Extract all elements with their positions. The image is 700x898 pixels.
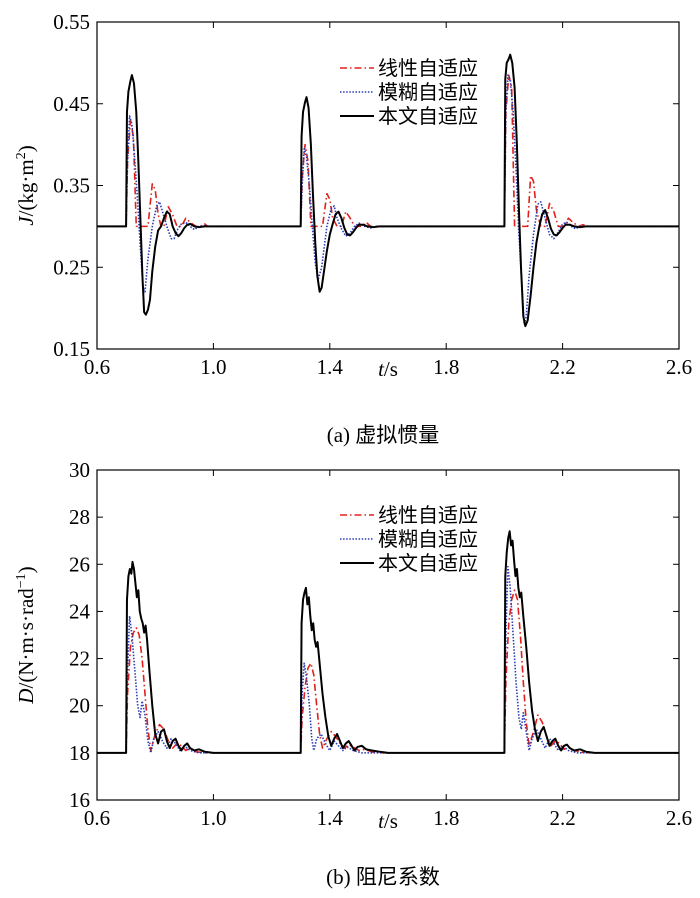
y-tick-label: 18 (69, 741, 90, 765)
y-axis-unit-close: ) (14, 145, 38, 152)
x-tick-label: 1.8 (433, 806, 459, 830)
x-tick-label: 2.2 (549, 355, 575, 379)
y-tick-label: 0.15 (53, 337, 90, 361)
y-axis-unit: /(kg·m (14, 159, 38, 216)
y-tick-label: 16 (69, 788, 90, 812)
chart-panel-b: 0.6 1.0 1.4 1.8 2.2 2.6 16 18 20 22 24 26 28 30 t/s D/(… (14, 458, 692, 889)
series-line-proposed (97, 53, 679, 328)
series-group (97, 530, 679, 754)
y-axis-label: D/(N·m·s·rad−1) (14, 566, 38, 704)
series-line-fuzzy (97, 565, 679, 754)
legend-label: 线性自适应 (378, 504, 478, 527)
series-group (97, 53, 679, 328)
legend-label: 线性自适应 (378, 57, 478, 80)
x-axis-symbol: t (378, 357, 385, 381)
x-axis-unit: /s (384, 357, 398, 381)
y-axis-label: J/(kg·m2) (14, 145, 38, 225)
x-tick-label: 2.6 (666, 355, 692, 379)
y-tick-label: 0.45 (53, 92, 90, 116)
plot-frame (96, 469, 680, 801)
x-axis-label: t/s (378, 809, 398, 833)
y-tick-label: 0.55 (53, 10, 90, 34)
y-tick-label: 30 (69, 458, 90, 482)
y-tick-label: 0.35 (53, 174, 90, 198)
x-tick-label: 0.6 (84, 355, 110, 379)
x-tick-label: 1.4 (317, 806, 344, 830)
y-tick-label: 22 (69, 647, 90, 671)
y-axis-unit-exponent: −1 (14, 573, 29, 588)
legend-label: 本文自适应 (378, 105, 478, 128)
legend-label: 模糊自适应 (378, 81, 478, 104)
legend-label: 本文自适应 (378, 552, 478, 575)
x-tick-label: 1.0 (200, 806, 226, 830)
y-axis-unit-close: ) (14, 566, 38, 573)
x-axis-symbol: t (378, 809, 385, 833)
y-tick-label: 0.25 (53, 255, 90, 279)
y-tick-label: 24 (69, 599, 91, 623)
x-axis-unit: /s (384, 809, 398, 833)
y-tick-label: 26 (69, 552, 90, 576)
y-axis-unit: /(N·m·s·rad (14, 588, 38, 689)
x-tick-label: 2.2 (549, 806, 575, 830)
y-tick-label: 28 (69, 505, 90, 529)
y-axis-symbol: J (14, 215, 38, 226)
y-axis-symbol: D (14, 689, 38, 705)
legend-label: 模糊自适应 (378, 528, 478, 551)
x-tick-label: 1.0 (200, 355, 226, 379)
x-tick-label: 1.4 (317, 355, 344, 379)
chart-panel-a: 0.6 1.0 1.4 1.8 2.2 2.60.150.250.350.450.55t/… (14, 10, 692, 447)
series-line-proposed (97, 530, 679, 754)
x-tick-label: 0.6 (84, 806, 110, 830)
y-tick-label: 20 (69, 694, 90, 718)
x-tick-label: 1.8 (433, 355, 459, 379)
panel-caption: (a) 虚拟惯量 (327, 423, 440, 447)
series-line-linear (97, 589, 679, 754)
x-axis-label: t/s (378, 357, 398, 381)
panel-caption: (b) 阻尼系数 (326, 865, 440, 889)
series-line-fuzzy (97, 74, 679, 326)
y-axis-unit-exponent: 2 (14, 152, 29, 159)
x-tick-label: 2.6 (666, 806, 692, 830)
